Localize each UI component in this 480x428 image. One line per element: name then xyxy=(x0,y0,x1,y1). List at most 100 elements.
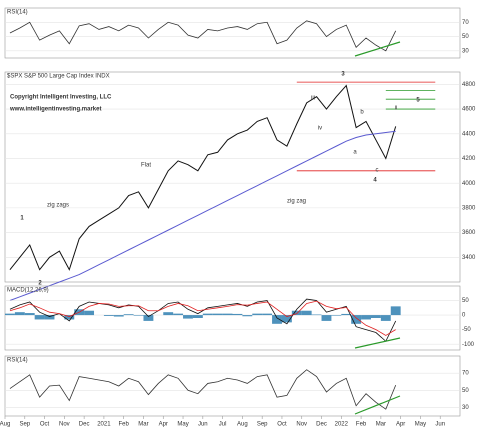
annotation: Flat xyxy=(141,163,151,169)
series-line xyxy=(9,300,396,336)
histogram-bar xyxy=(173,313,184,316)
y-tick-label: 3800 xyxy=(462,205,476,211)
annotation: b xyxy=(360,110,364,116)
panel-title: RSI(14) xyxy=(7,358,28,364)
annotation: 1 xyxy=(20,216,24,222)
histogram-bar xyxy=(183,315,193,319)
panel-title: $SPX S&P 500 Large Cap Index INDX xyxy=(7,74,110,80)
x-tick-label: Nov xyxy=(59,422,70,428)
histogram-bar xyxy=(202,313,213,316)
annotation: www.intelligentinvesting.market xyxy=(9,107,101,113)
panel-frame xyxy=(4,7,461,59)
annotation: zig zag xyxy=(287,199,306,205)
x-tick-label: Mar xyxy=(138,422,148,428)
y-tick-label: 4200 xyxy=(462,156,476,162)
panel-frame xyxy=(4,285,461,351)
y-tick-label: 50 xyxy=(462,298,469,304)
annotation: 3 xyxy=(341,72,345,78)
annotation: c xyxy=(376,168,379,174)
x-tick-label: Dec xyxy=(316,422,327,428)
annotation: iii xyxy=(311,96,315,102)
histogram-bar xyxy=(44,315,55,320)
x-tick-label: Oct xyxy=(277,422,287,428)
panel-title: RSI(14) xyxy=(7,10,28,16)
y-tick-label: 4800 xyxy=(462,82,476,88)
histogram-bar xyxy=(252,313,263,316)
y-tick-label: 3400 xyxy=(462,255,476,261)
x-tick-label: 2021 xyxy=(97,422,111,428)
x-tick-label: May xyxy=(177,422,188,428)
x-tick-label: Feb xyxy=(356,422,367,428)
x-tick-label: Jul xyxy=(219,422,227,428)
annotation: ii xyxy=(395,106,398,112)
histogram-bar xyxy=(24,313,35,316)
histogram-bar xyxy=(232,313,243,316)
y-tick-label: 4600 xyxy=(462,107,476,113)
histogram-bar xyxy=(133,315,144,316)
series-line xyxy=(9,20,397,52)
histogram-bar xyxy=(331,315,342,316)
histogram-bar xyxy=(222,313,233,316)
annotation: Copyright Intelligent Investing, LLC xyxy=(10,95,112,101)
y-tick-label: 30 xyxy=(462,405,469,411)
histogram-bar xyxy=(361,315,371,320)
histogram-bar xyxy=(281,315,292,323)
x-tick-label: Aug xyxy=(237,422,248,428)
y-tick-label: 50 xyxy=(462,388,469,394)
series-line xyxy=(9,298,397,342)
histogram-bar xyxy=(113,315,124,317)
annotation: zig zags xyxy=(47,203,69,209)
series-line xyxy=(9,130,396,301)
histogram-bar xyxy=(34,315,45,320)
trend-arrow xyxy=(354,41,401,57)
histogram-bar xyxy=(192,315,203,318)
x-tick-label: 2022 xyxy=(335,422,349,428)
histogram-bar xyxy=(84,310,95,316)
trend-arrow xyxy=(354,337,401,349)
x-tick-label: Jun xyxy=(435,422,445,428)
histogram-bar xyxy=(301,310,312,316)
histogram-bar xyxy=(272,315,282,324)
x-tick-label: May xyxy=(415,422,426,428)
series-line xyxy=(9,84,397,271)
annotation: iv xyxy=(318,126,322,132)
histogram-bar xyxy=(212,313,223,316)
y-tick-label: 50 xyxy=(462,34,469,40)
x-tick-label: Feb xyxy=(119,422,130,428)
histogram-bar xyxy=(143,315,154,321)
y-tick-label: -50 xyxy=(462,327,471,333)
x-tick-label: Apr xyxy=(159,422,168,428)
histogram-bar xyxy=(14,312,25,316)
y-tick-label: 0 xyxy=(462,313,466,319)
histogram-bar xyxy=(64,315,75,320)
annotation: a xyxy=(353,150,357,156)
trend-arrow xyxy=(354,395,401,415)
histogram-bar xyxy=(163,312,174,316)
histogram-bar xyxy=(351,315,362,324)
histogram-bar xyxy=(103,315,114,316)
histogram-bar xyxy=(341,313,352,316)
histogram-bar xyxy=(380,315,391,321)
x-tick-label: Sep xyxy=(19,422,30,428)
panel-title: MACD(12,26,9) xyxy=(7,288,49,294)
histogram-bar xyxy=(5,313,15,316)
y-tick-label: 70 xyxy=(462,20,469,26)
histogram-bar xyxy=(242,315,253,317)
x-tick-label: Dec xyxy=(79,422,90,428)
annotation: 5 xyxy=(416,98,420,104)
y-tick-label: 4000 xyxy=(462,181,476,187)
y-tick-label: -100 xyxy=(462,342,475,348)
panel-frame xyxy=(4,71,461,283)
y-tick-label: 3600 xyxy=(462,230,476,236)
x-tick-label: Mar xyxy=(376,422,386,428)
series-line xyxy=(9,369,397,410)
histogram-bar xyxy=(311,314,322,316)
y-tick-label: 4400 xyxy=(462,131,476,137)
histogram-bar xyxy=(291,310,302,316)
histogram-bar xyxy=(262,313,273,316)
x-tick-label: Oct xyxy=(40,422,50,428)
y-tick-label: 30 xyxy=(462,48,469,54)
x-tick-label: Nov xyxy=(296,422,307,428)
x-tick-label: Jun xyxy=(198,422,208,428)
